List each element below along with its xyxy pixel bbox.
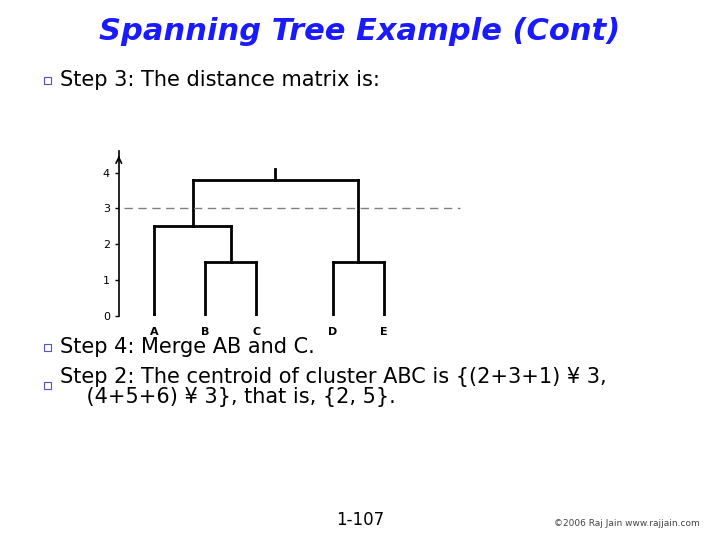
Text: E: E bbox=[380, 327, 387, 336]
Text: Step 4: Merge AB and C.: Step 4: Merge AB and C. bbox=[60, 337, 315, 357]
FancyBboxPatch shape bbox=[43, 77, 50, 84]
Text: 1-107: 1-107 bbox=[336, 511, 384, 529]
FancyBboxPatch shape bbox=[43, 381, 50, 388]
FancyBboxPatch shape bbox=[43, 343, 50, 350]
Text: Step 2: The centroid of cluster ABC is {(2+3+1) ¥ 3,: Step 2: The centroid of cluster ABC is {… bbox=[60, 367, 607, 387]
Text: (4+5+6) ¥ 3}, that is, {2, 5}.: (4+5+6) ¥ 3}, that is, {2, 5}. bbox=[60, 387, 396, 407]
Text: D: D bbox=[328, 327, 338, 336]
Text: Step 3: The distance matrix is:: Step 3: The distance matrix is: bbox=[60, 70, 380, 90]
Text: ©2006 Raj Jain www.rajjain.com: ©2006 Raj Jain www.rajjain.com bbox=[554, 519, 700, 528]
Text: Spanning Tree Example (Cont): Spanning Tree Example (Cont) bbox=[99, 17, 621, 46]
Text: A: A bbox=[150, 327, 159, 336]
Text: B: B bbox=[201, 327, 210, 336]
Text: C: C bbox=[252, 327, 261, 336]
